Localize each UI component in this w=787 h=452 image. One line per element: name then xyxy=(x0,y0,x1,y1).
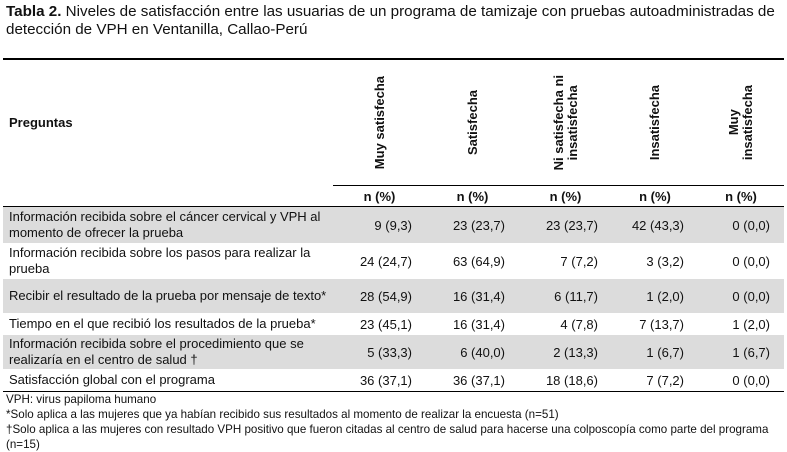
column-header-muy-satisfecha: Muy satisfecha xyxy=(371,75,387,170)
value-cell: 24 (24,7) xyxy=(359,253,412,269)
question-cell: Información recibida sobre el procedimie… xyxy=(3,335,333,369)
value-cell: 2 (13,3) xyxy=(519,335,612,369)
value-cell: 1 (6,7) xyxy=(612,335,698,369)
value-cell: 7 (7,2) xyxy=(612,369,698,392)
table-row: Información recibida sobre los pasos par… xyxy=(3,243,784,279)
table-row: Información recibida sobre el cáncer cer… xyxy=(3,206,784,243)
table-footnotes: VPH: virus papiloma humano *Solo aplica … xyxy=(6,392,787,452)
value-cell: 23 (23,7) xyxy=(519,206,612,243)
header-row: Preguntas Muy satisfecha Satisfecha Ni s… xyxy=(3,60,784,186)
table-row: Satisfacción global con el programa 36 (… xyxy=(3,369,784,392)
unit-label: n (%) xyxy=(519,185,612,207)
satisfaction-table: Preguntas Muy satisfecha Satisfecha Ni s… xyxy=(3,58,784,392)
unit-label: n (%) xyxy=(333,185,426,207)
table-row: Tiempo en el que recibió los resultados … xyxy=(3,313,784,335)
value-cell: 4 (7,8) xyxy=(560,316,598,332)
unit-label: n (%) xyxy=(612,185,698,207)
value-cell: 0 (0,0) xyxy=(698,206,784,243)
caption-label: Tabla 2. xyxy=(6,3,62,20)
value-cell: 7 (7,2) xyxy=(560,253,598,269)
value-cell: 28 (54,9) xyxy=(333,279,426,313)
value-cell: 3 (3,2) xyxy=(646,253,684,269)
value-cell: 0 (0,0) xyxy=(698,279,784,313)
value-cell: 63 (64,9) xyxy=(452,253,505,269)
unit-row: n (%) n (%) n (%) n (%) n (%) xyxy=(3,185,784,207)
value-cell: 42 (43,3) xyxy=(612,206,698,243)
footnote-asterisk: *Solo aplica a las mujeres que ya habían… xyxy=(6,408,559,421)
value-cell: 9 (9,3) xyxy=(333,206,426,243)
value-cell: 16 (31,4) xyxy=(452,316,505,332)
question-cell: Tiempo en el que recibió los resultados … xyxy=(9,316,316,332)
column-header-muy-insatisfecha: Muy insatisfecha xyxy=(726,84,755,161)
footnote-abbreviation: VPH: virus papiloma humano xyxy=(6,393,157,406)
column-header-satisfecha: Satisfecha xyxy=(464,89,480,156)
footnote-dagger: †Solo aplica a las mujeres con resultado… xyxy=(6,423,769,451)
column-header-insatisfecha: Insatisfecha xyxy=(647,84,662,161)
value-cell: 23 (23,7) xyxy=(426,206,519,243)
value-cell: 36 (37,1) xyxy=(333,369,426,392)
table-row: Recibir el resultado de la prueba por me… xyxy=(3,279,784,313)
value-cell: 1 (2,0) xyxy=(732,316,770,332)
value-cell: 6 (40,0) xyxy=(426,335,519,369)
unit-label: n (%) xyxy=(426,185,519,207)
question-cell: Información recibida sobre el cáncer cer… xyxy=(3,206,333,243)
value-cell: 0 (0,0) xyxy=(698,369,784,392)
column-header-ni-satisfecha: Ni satisfecha ni insatisfecha xyxy=(550,74,580,171)
value-cell: 1 (6,7) xyxy=(698,335,784,369)
value-cell: 1 (2,0) xyxy=(612,279,698,313)
question-cell: Recibir el resultado de la prueba por me… xyxy=(3,279,333,313)
value-cell: 18 (18,6) xyxy=(519,369,612,392)
value-cell: 23 (45,1) xyxy=(359,316,412,332)
table-row: Información recibida sobre el procedimie… xyxy=(3,335,784,369)
column-header-preguntas: Preguntas xyxy=(9,115,73,131)
question-cell: Satisfacción global con el programa xyxy=(3,369,333,392)
value-cell: 5 (33,3) xyxy=(333,335,426,369)
value-cell: 16 (31,4) xyxy=(426,279,519,313)
table-caption: Tabla 2. Niveles de satisfacción entre l… xyxy=(6,3,784,39)
value-cell: 6 (11,7) xyxy=(519,279,612,313)
caption-text: Niveles de satisfacción entre las usuari… xyxy=(6,3,775,38)
question-cell: Información recibida sobre los pasos par… xyxy=(9,245,311,276)
value-cell: 7 (13,7) xyxy=(639,316,684,332)
unit-label: n (%) xyxy=(698,185,784,207)
value-cell: 0 (0,0) xyxy=(732,253,770,269)
value-cell: 36 (37,1) xyxy=(426,369,519,392)
